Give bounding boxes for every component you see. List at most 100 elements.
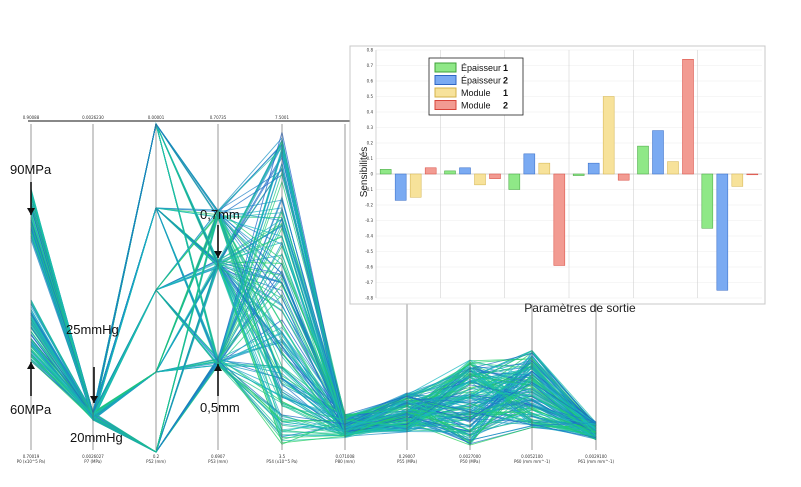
bar-y-tick-label: 0	[370, 172, 373, 177]
bar-series-1-cat-5	[637, 145, 649, 175]
legend-number-4: 2	[503, 101, 508, 111]
pc-axis-bottom-label: 3.5	[279, 454, 286, 459]
bar-y-tick-label: 0.1	[367, 156, 374, 161]
pc-axis-name: P80 (mm)	[335, 459, 355, 464]
bar-series-3-cat-2	[474, 173, 486, 186]
bar-series-3-cat-3	[538, 162, 551, 175]
pc-lines	[30, 122, 597, 453]
bar-y-tick-label: -0.8	[365, 296, 373, 301]
bar-grid: 0.8 0.7 0.6 0.5 0.4 0.3 0.2 0.1 0 -0.1 -0.2 -0.3 -0.…	[365, 48, 762, 301]
legend-number-3: 1	[503, 88, 508, 98]
bar-y-tick-label: 0.5	[367, 94, 374, 99]
pc-annotations: 90MPa 60MPa 25mmHg 20mmHg 0,7mm 0,5mm	[10, 162, 240, 445]
pc-axis-name: P53 (mm)	[208, 459, 228, 464]
pc-line	[30, 203, 597, 453]
pc-axis-top-label: 0.00001	[148, 115, 165, 120]
bar-y-tick-label: 0.3	[367, 125, 374, 130]
bar-series-1-cat-4	[572, 173, 585, 176]
bar-series-2-cat-4	[587, 162, 600, 175]
legend-label-4: Module	[461, 101, 491, 111]
bar-y-tick-label: -0.6	[365, 265, 373, 270]
pc-axis-bottom-label: 0.70019	[23, 454, 40, 459]
pc-axis-name: P54 (x10^5 Pa)	[266, 459, 298, 464]
pc-axis-name: P55 (MPa)	[397, 459, 417, 464]
bar-series-4-cat-5	[682, 59, 694, 175]
legend-swatch-3	[434, 87, 457, 98]
legend-swatch-4	[434, 100, 457, 110]
bar-series-3-cat-1	[409, 173, 422, 198]
bar-series-3-cat-5	[667, 161, 679, 175]
bar-series-1-cat-2	[444, 170, 456, 175]
pc-line	[30, 230, 597, 432]
pc-line	[30, 216, 597, 432]
bar-y-tick-label: -0.4	[365, 234, 373, 239]
legend-label-3: Module	[461, 88, 491, 98]
bar-y-tick-label: 0.8	[367, 48, 374, 53]
arrow-90mpa-head	[27, 208, 35, 215]
bar-series-2-cat-3	[523, 153, 536, 175]
annotation-20mmhg: 20mmHg	[70, 430, 123, 445]
annotation-25mmhg: 25mmHg	[66, 322, 119, 337]
bar-bars	[379, 59, 759, 291]
legend-label-1: Épaisseur	[461, 63, 501, 73]
bar-series-2-cat-6	[716, 173, 729, 291]
pc-axis-bottom-label: 0.6907	[211, 454, 225, 459]
annotation-90mpa: 90MPa	[10, 162, 52, 177]
bar-series-1-cat-6	[701, 173, 714, 229]
pc-axis-top-label: 0.0026230	[82, 115, 104, 120]
bar-series-1-cat-1	[379, 169, 392, 175]
annotation-0-7mm: 0,7mm	[200, 207, 240, 222]
pc-axis-name: P50 (MPa)	[460, 459, 480, 464]
bar-series-3-cat-4	[602, 96, 615, 175]
bar-series-4-cat-1	[424, 167, 437, 175]
pc-axis-name: P61 (mm mm^-1)	[578, 459, 615, 464]
bar-y-tick-label: 0.7	[367, 63, 374, 68]
pc-axis-bottom-label: 0.0026027	[82, 454, 104, 459]
pc-line	[30, 195, 597, 441]
legend-label-2: Épaisseur	[461, 76, 501, 86]
bar-y-tick-label: -0.1	[365, 187, 373, 192]
legend-swatch-1	[434, 62, 457, 73]
pc-axis-bottom-label: 0.071008	[335, 454, 355, 459]
pc-axis-bottom-label: 0.2	[153, 454, 160, 459]
pc-line	[30, 170, 597, 434]
bar-y-tick-label: 0.2	[367, 141, 374, 146]
bar-y-tick-label: -0.5	[365, 249, 373, 254]
pc-axis-bottom-label: 0.0052100	[521, 454, 543, 459]
arrow-60mpa-head	[27, 362, 35, 369]
bar-series-4-cat-4	[617, 173, 630, 181]
pc-axis-bottom-label: 0.0027000	[459, 454, 481, 459]
bar-y-tick-label: -0.2	[365, 203, 373, 208]
pc-line	[30, 261, 597, 453]
pc-line	[30, 331, 597, 437]
arrow-25mmhg-head	[90, 396, 98, 403]
bar-series-3-cat-6	[731, 173, 744, 187]
bar-series-4-cat-2	[489, 173, 501, 179]
legend-number-2: 2	[503, 76, 508, 86]
pc-axis-top-label: 0.70735	[210, 115, 227, 120]
pc-axis-name: P60 (mm mm^-1)	[514, 459, 551, 464]
bar-y-tick-label: -0.7	[365, 280, 373, 285]
pc-axis-name: P7 (MPa)	[84, 459, 102, 464]
pc-line	[30, 213, 597, 434]
arrow-0-5mm-head	[214, 364, 222, 371]
bar-x-axis-label: Paramètres de sortie	[524, 301, 636, 315]
pc-axis-bottom-label: 0.29007	[399, 454, 416, 459]
bar-series-2-cat-1	[394, 173, 407, 201]
legend-swatch-2	[434, 75, 457, 85]
pc-axis-name: P52 (mm)	[146, 459, 166, 464]
bar-y-tick-label: 0.4	[367, 110, 374, 115]
bar-series-4-cat-6	[746, 173, 759, 176]
bar-y-tick-label: -0.3	[365, 218, 373, 223]
annotation-60mpa: 60MPa	[10, 402, 52, 417]
pc-axis-top-label: 7.5001	[275, 115, 289, 120]
legend-number-1: 1	[503, 63, 508, 73]
bar-series-4-cat-3	[553, 173, 566, 266]
bar-y-tick-label: 0.6	[367, 79, 374, 84]
bar-y-axis-label: Sensibilités	[359, 147, 370, 198]
arrow-0-7mm-head	[214, 251, 222, 258]
pc-axis-bottom-label: 0.0029100	[585, 454, 607, 459]
pc-line	[30, 212, 597, 453]
bar-chart: 0.8 0.7 0.6 0.5 0.4 0.3 0.2 0.1 0 -0.1 -0.2 -0.3 -0.…	[349, 45, 766, 315]
